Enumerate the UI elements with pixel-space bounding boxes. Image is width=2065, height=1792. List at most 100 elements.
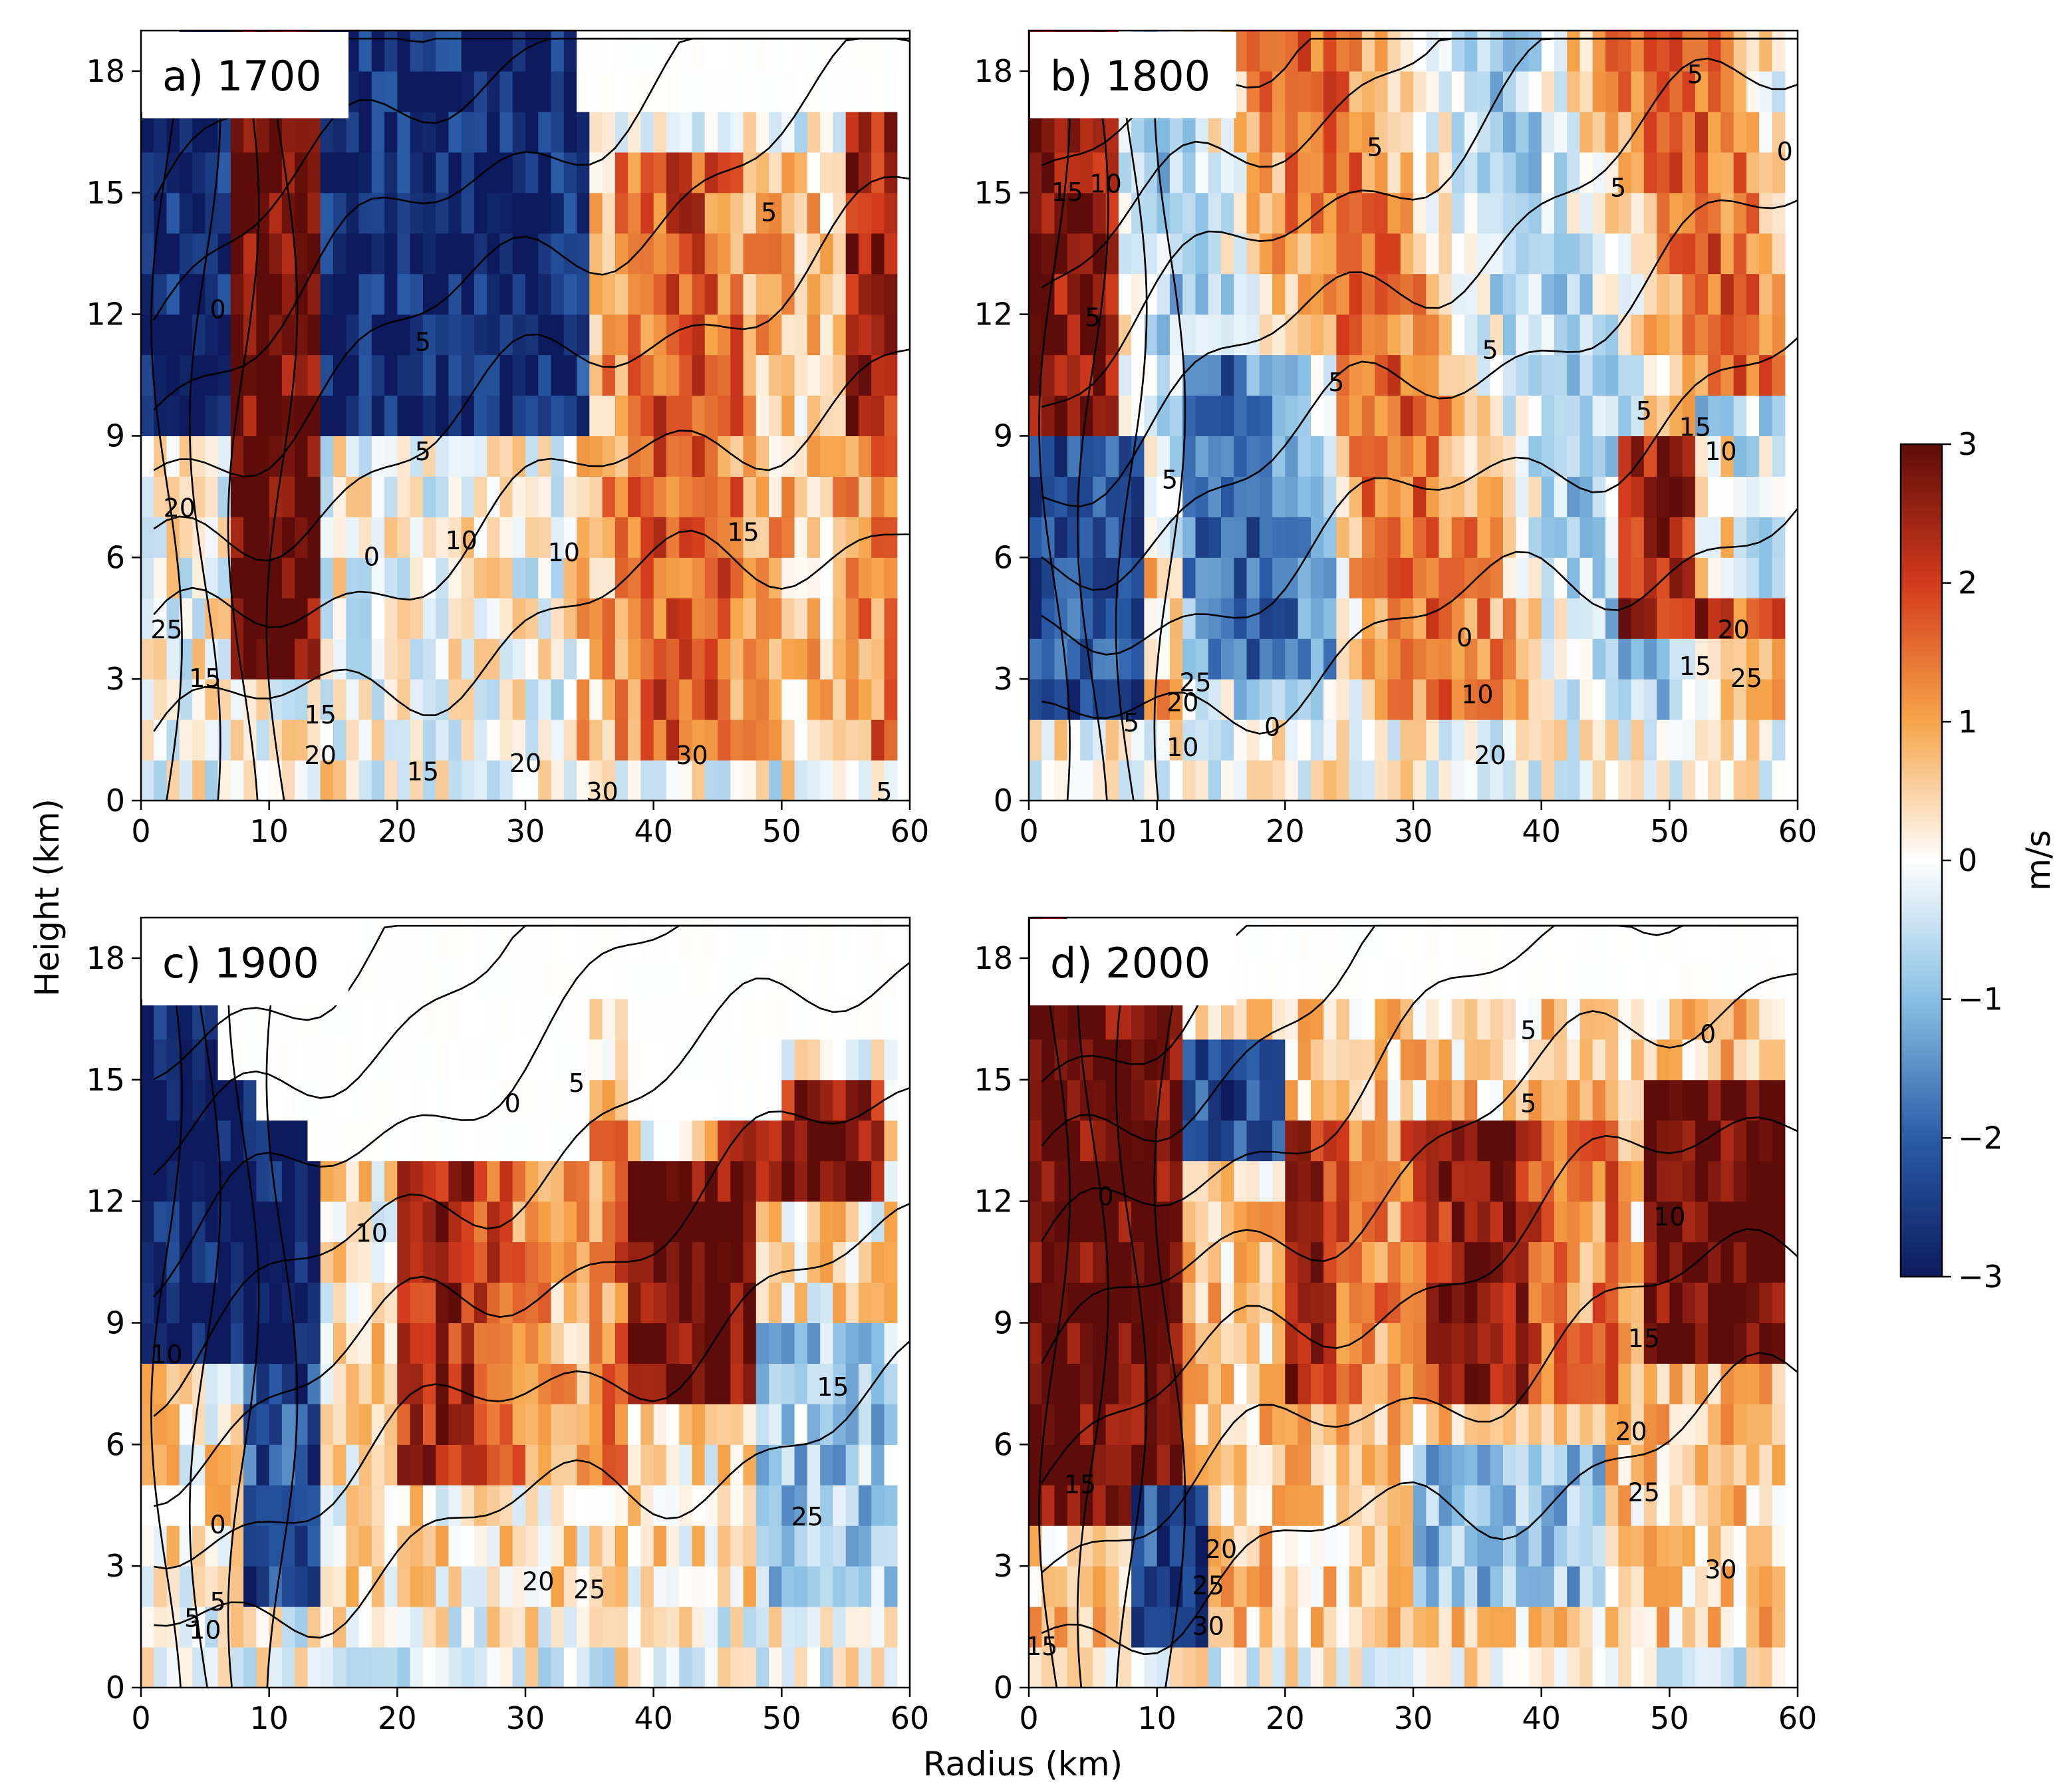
heatmap-cell (320, 1039, 334, 1081)
heatmap-cell (1695, 111, 1709, 153)
heatmap-cell (1426, 111, 1440, 153)
heatmap-cell (461, 233, 475, 275)
heatmap-cell (371, 31, 385, 72)
heatmap-cell (256, 476, 270, 517)
heatmap-cell (1118, 1444, 1132, 1485)
heatmap-cell (346, 31, 360, 72)
heatmap-cell (269, 436, 283, 477)
heatmap-cell (1387, 1282, 1401, 1323)
heatmap-cell (1721, 314, 1734, 356)
heatmap-cell (410, 354, 424, 396)
heatmap-cell (256, 719, 270, 761)
heatmap-cell (1375, 1120, 1389, 1162)
heatmap-cell (769, 1404, 782, 1445)
heatmap-cell (281, 1647, 295, 1688)
heatmap-cell (1439, 111, 1452, 153)
heatmap-cell (807, 638, 821, 680)
heatmap-cell (1439, 1282, 1452, 1323)
heatmap-cell (589, 1363, 603, 1404)
heatmap-cell (1695, 1566, 1709, 1607)
heatmap-cell (512, 1079, 526, 1121)
heatmap-cell (538, 1485, 552, 1526)
heatmap-cell (1221, 233, 1234, 275)
heatmap-cell (1067, 1485, 1081, 1526)
heatmap-cell (320, 192, 334, 234)
heatmap-cell (1310, 1525, 1324, 1567)
heatmap-cell (1746, 998, 1760, 1040)
heatmap-cell (371, 1079, 385, 1121)
heatmap-cell (692, 1160, 706, 1202)
contour-label: 0 (1456, 623, 1472, 652)
heatmap-cell (1221, 598, 1234, 639)
heatmap-cell (1323, 233, 1337, 275)
heatmap-cell (320, 1525, 334, 1567)
heatmap-cell (1234, 638, 1248, 680)
heatmap-cell (602, 998, 616, 1040)
heatmap-cell (538, 1282, 552, 1323)
heatmap-cell (1298, 1160, 1311, 1202)
heatmap-cell (769, 918, 782, 959)
heatmap-cell (1349, 1079, 1363, 1121)
heatmap-cell (628, 557, 641, 598)
heatmap-cell (845, 1525, 859, 1567)
heatmap-cell (499, 719, 513, 761)
heatmap-cell (858, 314, 872, 356)
heatmap-cell (1682, 958, 1696, 999)
heatmap-cell (756, 233, 769, 275)
heatmap-cell (794, 192, 808, 234)
heatmap-cell (256, 354, 270, 396)
heatmap-cell (615, 233, 628, 275)
heatmap-cell (448, 1201, 462, 1243)
heatmap-cell (1131, 598, 1145, 639)
heatmap-cell (602, 1485, 616, 1526)
heatmap-cell (1285, 760, 1299, 801)
heatmap-cell (1029, 1647, 1042, 1688)
heatmap-cell (1375, 1282, 1389, 1323)
heatmap-cell (1029, 273, 1042, 315)
heatmap-cell (1541, 638, 1555, 680)
heatmap-cell (1631, 719, 1645, 761)
heatmap-cell (436, 233, 449, 275)
heatmap-cell (1695, 1160, 1709, 1202)
heatmap-cell (192, 1566, 206, 1607)
heatmap-cell (1772, 233, 1786, 275)
heatmap-cell (487, 1566, 501, 1607)
heatmap-cell (371, 638, 385, 680)
heatmap-cell (563, 273, 577, 315)
heatmap-cell (1464, 958, 1478, 999)
heatmap-cell (346, 1079, 360, 1121)
heatmap-cell (1605, 1160, 1619, 1202)
heatmap-cell (1387, 1323, 1401, 1364)
heatmap-cell (1516, 476, 1529, 517)
heatmap-cell (1759, 1201, 1773, 1243)
heatmap-cell (217, 1444, 231, 1485)
heatmap-cell (1759, 958, 1773, 999)
heatmap-cell (1131, 273, 1145, 315)
heatmap-cell (1657, 1485, 1670, 1526)
heatmap-cell (1669, 1241, 1683, 1283)
heatmap-cell (1490, 760, 1504, 801)
heatmap-cell (410, 152, 424, 193)
contour-label: 25 (791, 1502, 823, 1531)
heatmap-cell (1643, 958, 1657, 999)
heatmap-cell (1708, 1120, 1721, 1162)
heatmap-cell (858, 1241, 872, 1283)
heatmap-cell (243, 395, 257, 436)
heatmap-cell (781, 1404, 795, 1445)
heatmap-cell (487, 436, 501, 477)
heatmap-cell (1554, 1120, 1568, 1162)
heatmap-cell (858, 1444, 872, 1485)
heatmap-cell (640, 476, 654, 517)
heatmap-cell (781, 1079, 795, 1121)
heatmap-cell (769, 273, 782, 315)
heatmap-cell (154, 1647, 168, 1688)
heatmap-cell (730, 1606, 744, 1648)
heatmap-cell (1490, 1120, 1504, 1162)
heatmap-cell (1310, 1606, 1324, 1648)
heatmap-cell (756, 517, 769, 558)
heatmap-cell (679, 760, 693, 801)
heatmap-cell (666, 1039, 680, 1081)
heatmap-cell (1413, 760, 1427, 801)
heatmap-cell (1746, 1241, 1760, 1283)
heatmap-cell (1733, 1647, 1747, 1688)
